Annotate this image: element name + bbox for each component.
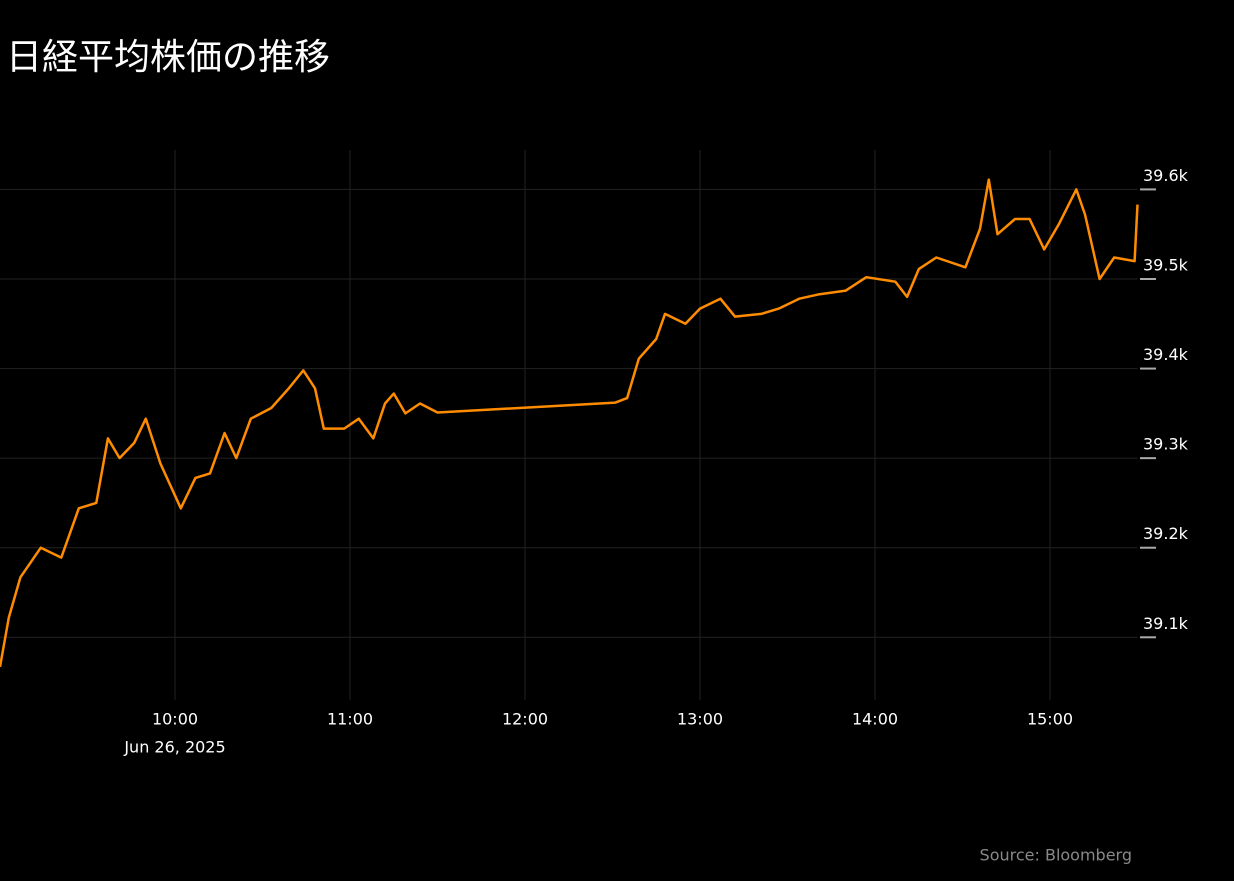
x-tick-label: 14:00: [852, 710, 898, 729]
y-tick-label: 39.6k: [1143, 166, 1189, 185]
x-axis-label: Jun 26, 2025: [123, 738, 225, 757]
chart-title: 日経平均株価の推移: [6, 37, 330, 78]
x-tick-label: 13:00: [677, 710, 723, 729]
line: [0, 178, 1139, 668]
y-tick-label: 39.2k: [1143, 524, 1189, 543]
source: Source: Bloomberg: [980, 846, 1132, 865]
x-tick-label: 10:00: [152, 710, 198, 729]
y-tick-label: 39.5k: [1143, 255, 1189, 274]
x-tick-label: 12:00: [502, 710, 548, 729]
y-tick-label: 39.3k: [1143, 435, 1189, 454]
y-tick-label: 39.4k: [1143, 345, 1189, 364]
x-tick-label: 11:00: [327, 710, 373, 729]
y-tick-label: 39.1k: [1143, 614, 1189, 633]
x-tick-label: 15:00: [1027, 710, 1073, 729]
